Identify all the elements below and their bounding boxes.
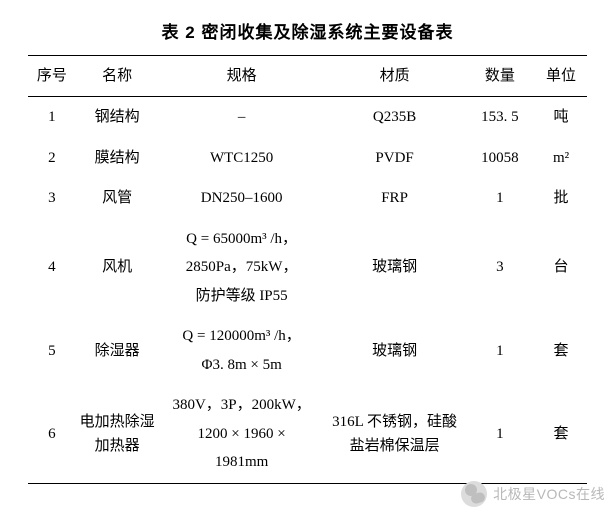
table-cell: 6 bbox=[28, 385, 76, 483]
table-cell: Q235B bbox=[325, 97, 465, 138]
table-cell: 钢结构 bbox=[76, 97, 159, 138]
table-cell: 10058 bbox=[465, 138, 536, 179]
table-row: 2膜结构WTC1250PVDF10058m² bbox=[28, 138, 587, 179]
table-row: 5除湿器Q = 120000m³ /h，Φ3. 8m × 5m玻璃钢1套 bbox=[28, 316, 587, 385]
wechat-icon bbox=[461, 481, 487, 507]
col-header: 规格 bbox=[159, 56, 325, 97]
col-header: 单位 bbox=[535, 56, 587, 97]
table-row: 3风管DN250–1600FRP1批 bbox=[28, 178, 587, 219]
table-cell: 3 bbox=[28, 178, 76, 219]
table-cell: 批 bbox=[535, 178, 587, 219]
table-caption: 表 2 密闭收集及除湿系统主要设备表 bbox=[28, 18, 587, 43]
table-cell: WTC1250 bbox=[159, 138, 325, 179]
col-header: 序号 bbox=[28, 56, 76, 97]
table-cell: 3 bbox=[465, 219, 536, 317]
table-cell: 风机 bbox=[76, 219, 159, 317]
table-cell: – bbox=[159, 97, 325, 138]
table-row: 4风机Q = 65000m³ /h，2850Pa，75kW，防护等级 IP55玻… bbox=[28, 219, 587, 317]
table-cell: 316L 不锈钢，硅酸盐岩棉保温层 bbox=[325, 385, 465, 483]
watermark: 北极星VOCs在线 bbox=[461, 481, 605, 507]
table-cell: 1 bbox=[28, 97, 76, 138]
col-header: 名称 bbox=[76, 56, 159, 97]
table-cell: 玻璃钢 bbox=[325, 219, 465, 317]
table-cell: 除湿器 bbox=[76, 316, 159, 385]
table-row: 1钢结构–Q235B153. 5吨 bbox=[28, 97, 587, 138]
table-cell: Q = 65000m³ /h，2850Pa，75kW，防护等级 IP55 bbox=[159, 219, 325, 317]
table-cell: PVDF bbox=[325, 138, 465, 179]
equipment-table: 序号 名称 规格 材质 数量 单位 1钢结构–Q235B153. 5吨2膜结构W… bbox=[28, 55, 587, 484]
col-header: 材质 bbox=[325, 56, 465, 97]
table-cell: 套 bbox=[535, 385, 587, 483]
table-cell: FRP bbox=[325, 178, 465, 219]
table-cell: 5 bbox=[28, 316, 76, 385]
table-body: 1钢结构–Q235B153. 5吨2膜结构WTC1250PVDF10058m²3… bbox=[28, 97, 587, 484]
table-cell: 套 bbox=[535, 316, 587, 385]
table-cell: 1 bbox=[465, 316, 536, 385]
table-cell: 1 bbox=[465, 178, 536, 219]
table-cell: 2 bbox=[28, 138, 76, 179]
table-cell: 膜结构 bbox=[76, 138, 159, 179]
col-header: 数量 bbox=[465, 56, 536, 97]
watermark-text: 北极星VOCs在线 bbox=[493, 484, 605, 504]
table-cell: 380V，3P，200kW，1200 × 1960 ×1981mm bbox=[159, 385, 325, 483]
table-cell: DN250–1600 bbox=[159, 178, 325, 219]
table-cell: m² bbox=[535, 138, 587, 179]
table-cell: 电加热除湿加热器 bbox=[76, 385, 159, 483]
table-cell: 4 bbox=[28, 219, 76, 317]
table-cell: 玻璃钢 bbox=[325, 316, 465, 385]
table-cell: 吨 bbox=[535, 97, 587, 138]
table-cell: 风管 bbox=[76, 178, 159, 219]
table-cell: 1 bbox=[465, 385, 536, 483]
table-cell: 153. 5 bbox=[465, 97, 536, 138]
table-cell: Q = 120000m³ /h，Φ3. 8m × 5m bbox=[159, 316, 325, 385]
table-cell: 台 bbox=[535, 219, 587, 317]
table-header-row: 序号 名称 规格 材质 数量 单位 bbox=[28, 56, 587, 97]
table-row: 6电加热除湿加热器380V，3P，200kW，1200 × 1960 ×1981… bbox=[28, 385, 587, 483]
